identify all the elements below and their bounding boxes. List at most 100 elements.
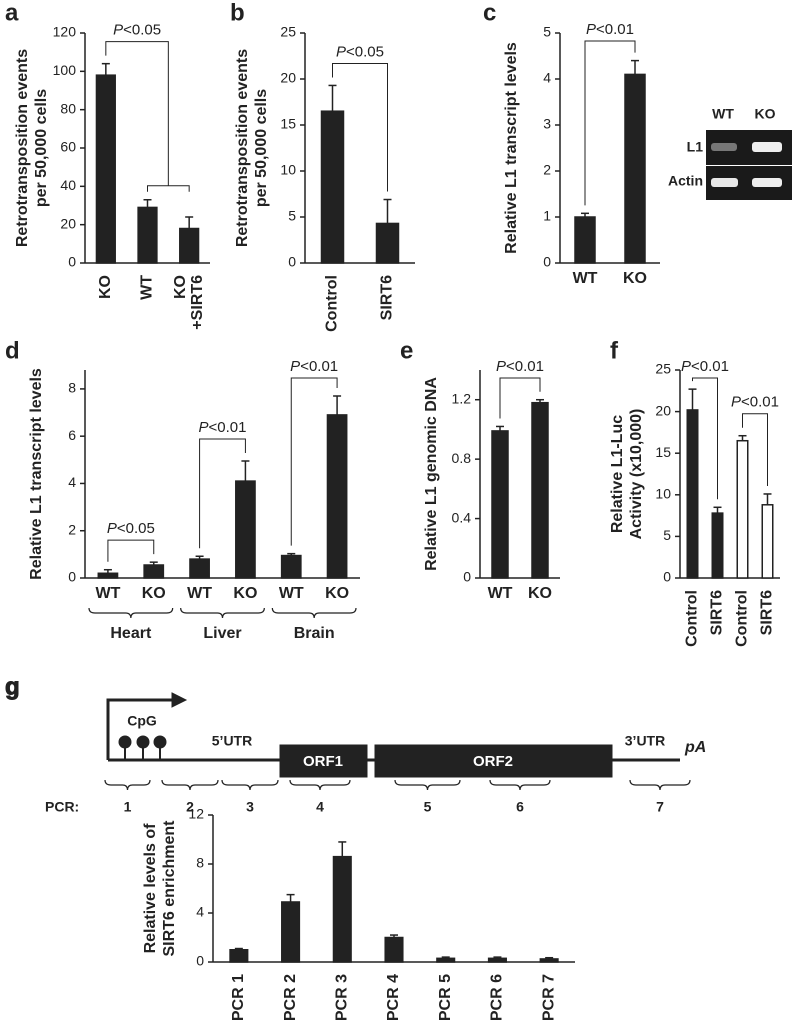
cpg-site <box>118 735 132 749</box>
x-tick-label: SIRT6 <box>709 590 726 635</box>
x-tick-label: WT <box>573 270 598 287</box>
error-bar <box>195 555 204 560</box>
error-bar <box>338 841 347 857</box>
bar <box>320 110 345 264</box>
gene-diagram: g CpG 5’UTR ORF1 ORF2 3’UTR pA PCR: <box>5 673 707 815</box>
annotation-text: <0.01 <box>300 358 338 375</box>
panel-label: g <box>5 673 20 700</box>
annotation-text: <0.01 <box>506 358 544 375</box>
x-tick-label: WT <box>187 585 212 602</box>
bar <box>235 480 256 579</box>
y-axis-label: Relative L1 genomic DNA <box>423 377 440 571</box>
bar <box>332 855 352 963</box>
y-tick-label: 0 <box>463 569 471 585</box>
bar <box>531 401 549 579</box>
error-bar <box>545 956 554 959</box>
group-brace <box>271 607 357 619</box>
bracket <box>692 377 718 500</box>
gel-row-label: Actin <box>668 173 703 189</box>
annotation-text: <0.05 <box>346 43 384 60</box>
error-bar <box>383 198 392 224</box>
x-tick-label: PCR 5 <box>437 974 454 1021</box>
error-bar <box>185 216 194 229</box>
gel-lane-label: KO <box>755 106 776 122</box>
bar <box>491 430 509 579</box>
x-tick-label: PCR 6 <box>489 974 506 1021</box>
y-tick-label: 5 <box>288 208 296 224</box>
y-axis-label: SIRT6 enrichment <box>161 820 178 957</box>
y-axis-label: Relative L1-Luc <box>609 415 626 533</box>
y-tick-label: 20 <box>60 215 76 231</box>
group-brace <box>180 607 265 619</box>
promoter-arrow <box>106 698 175 760</box>
bar <box>281 901 301 963</box>
y-tick-label: 2 <box>68 521 76 537</box>
y-tick-label: 10 <box>280 162 296 178</box>
pcr-region-label: 2 <box>186 799 194 815</box>
annotation: P<0.05 <box>336 43 384 60</box>
pcr-brace <box>104 779 151 791</box>
y-tick-label: 5 <box>663 527 671 543</box>
pcr-brace <box>289 779 351 791</box>
x-tick-label: KO <box>142 585 166 602</box>
y-tick-label: 20 <box>655 402 671 418</box>
y-tick-label: 8 <box>68 380 76 396</box>
annotation-italic: P <box>496 358 506 375</box>
y-tick-label: 60 <box>60 139 76 155</box>
y-tick-label: 4 <box>196 904 204 920</box>
bracket <box>290 377 338 546</box>
y-tick-label: 20 <box>280 70 296 86</box>
bracket <box>147 185 190 192</box>
y-axis-label: Retrotransposition events <box>234 49 251 247</box>
error-bar <box>101 62 110 76</box>
bar <box>574 216 596 264</box>
x-tick-label: Control <box>324 275 341 332</box>
bar <box>326 414 348 579</box>
arrow-head <box>171 692 188 708</box>
error-bar <box>287 552 296 556</box>
panel-label: a <box>5 0 19 26</box>
bar <box>487 957 507 963</box>
y-tick-label: 120 <box>53 24 77 40</box>
orf-label: ORF2 <box>473 753 513 770</box>
gel-lane-label: WT <box>712 106 734 122</box>
pcr-brace <box>629 779 691 791</box>
y-tick-label: 1.2 <box>452 390 472 406</box>
group-label: Brain <box>294 625 335 642</box>
bar <box>137 206 158 264</box>
y-tick-label: 15 <box>655 444 671 460</box>
error-bar <box>143 199 152 208</box>
y-axis-label: Relative L1 transcript levels <box>503 42 520 254</box>
annotation: P<0.01 <box>496 358 544 375</box>
y-tick-label: 10 <box>655 486 671 502</box>
x-tick-label: WT <box>488 585 513 602</box>
x-tick-label: KO+SIRT6 <box>172 275 206 330</box>
panel-label: b <box>230 0 245 26</box>
bar <box>229 949 249 963</box>
bar <box>736 439 749 579</box>
group-label: Liver <box>203 625 241 642</box>
y-tick-label: 0 <box>196 953 204 969</box>
group-label: Heart <box>110 625 152 642</box>
annotation: P<0.01 <box>731 394 779 411</box>
y-tick-label: 0 <box>68 569 76 585</box>
pcr-brace <box>394 779 461 791</box>
error-bar <box>441 956 450 959</box>
x-tick-label: SIRT6 <box>379 275 396 320</box>
annotation: P<0.01 <box>586 21 634 38</box>
annotation-italic: P <box>290 358 300 375</box>
cpg-site <box>136 735 150 749</box>
x-tick-label: KO <box>623 270 647 287</box>
y-tick-label: 2 <box>543 162 551 178</box>
bracket <box>742 413 768 486</box>
y-tick-label: 6 <box>68 427 76 443</box>
bar <box>97 572 119 579</box>
annotation-italic: P <box>731 394 741 411</box>
error-bar <box>234 947 243 950</box>
x-tick-label: KO <box>233 585 257 602</box>
annotation: P<0.01 <box>199 419 247 436</box>
gel-band <box>752 142 782 152</box>
panel-label: e <box>400 337 413 364</box>
y-tick-label: 1 <box>543 208 551 224</box>
